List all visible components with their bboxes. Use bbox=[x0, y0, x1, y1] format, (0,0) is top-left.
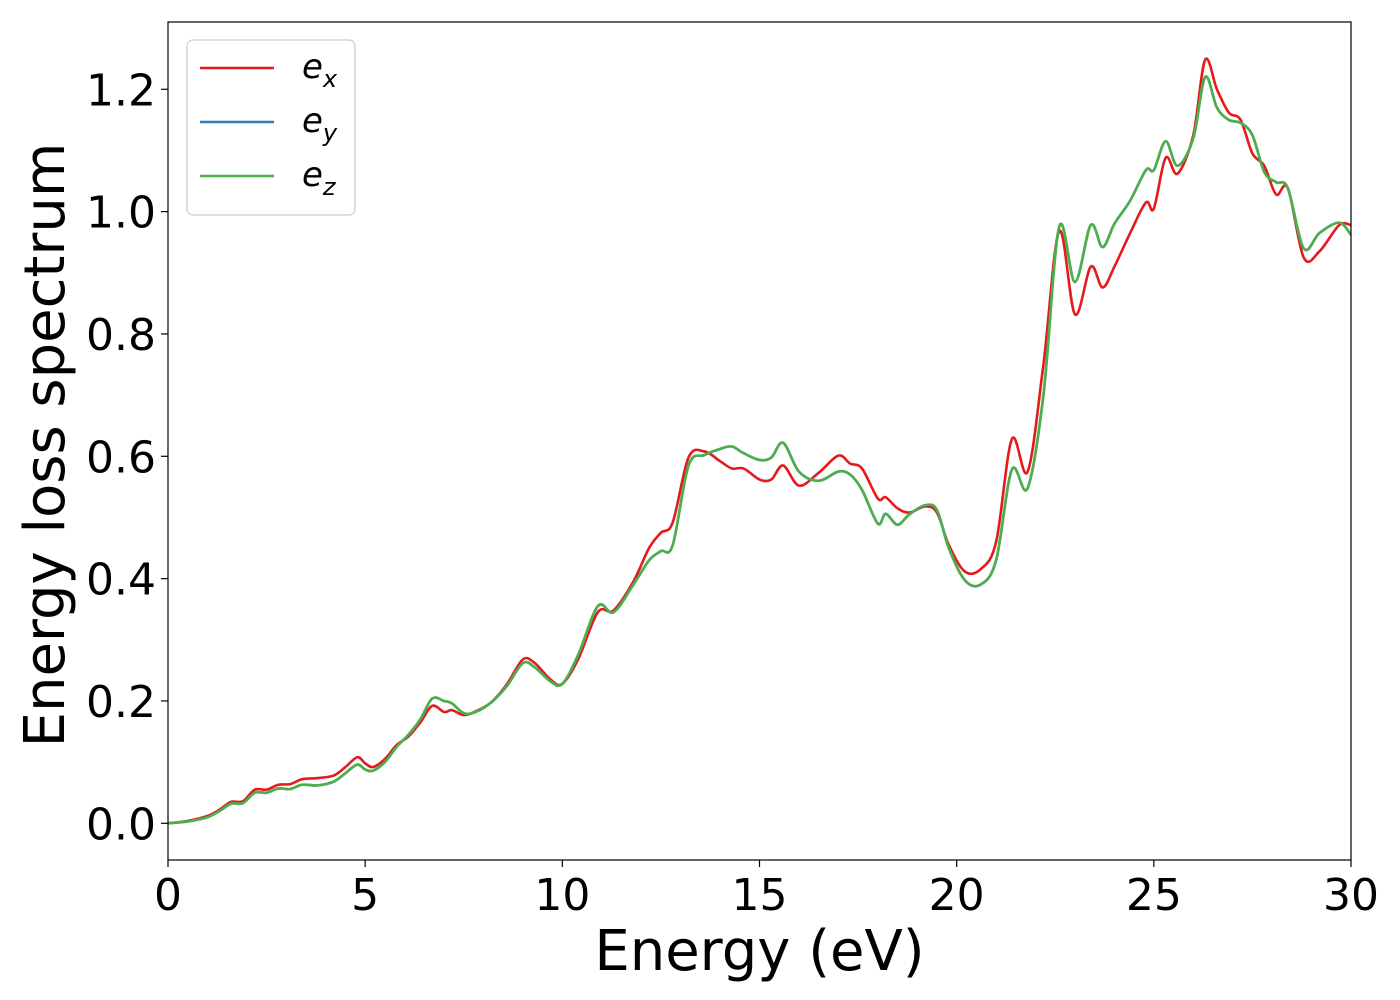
series-line-z bbox=[168, 75, 1351, 825]
series-layer bbox=[168, 57, 1351, 825]
legend-label-base: e bbox=[302, 101, 323, 141]
x-tick-label: 10 bbox=[534, 870, 590, 921]
legend-label-subscript: x bbox=[322, 65, 338, 93]
legend-label-subscript: z bbox=[322, 173, 337, 201]
y-axis-title: Energy loss spectrum bbox=[13, 143, 78, 748]
legend-label: ey bbox=[302, 101, 338, 147]
y-tick-label: 0.4 bbox=[86, 555, 156, 606]
legend-label-base: e bbox=[302, 47, 323, 87]
y-tick-label: 1.2 bbox=[86, 65, 156, 116]
legend-label: ez bbox=[302, 155, 337, 201]
legend-item-z: ez bbox=[200, 155, 337, 201]
x-tick-label: 0 bbox=[154, 870, 182, 921]
legend-box bbox=[186, 39, 356, 216]
legend-item-x: ex bbox=[200, 47, 338, 93]
legend-item-y: ey bbox=[200, 101, 338, 147]
legend-label-base: e bbox=[302, 155, 323, 195]
y-axis-ticks: 0.0 0.2 0.4 0.6 0.8 1.0 1.2 bbox=[86, 65, 168, 850]
y-tick-label: 0.2 bbox=[86, 677, 156, 728]
x-tick-label: 30 bbox=[1323, 870, 1379, 921]
x-axis-title: Energy (eV) bbox=[594, 919, 924, 984]
y-tick-label: 0.8 bbox=[86, 310, 156, 361]
x-axis-ticks: 0 5 10 15 20 25 30 bbox=[154, 860, 1379, 921]
legend-label-subscript: y bbox=[322, 119, 338, 147]
x-tick-label: 5 bbox=[351, 870, 379, 921]
y-tick-label: 1.0 bbox=[86, 188, 156, 239]
y-tick-label: 0.0 bbox=[86, 799, 156, 850]
y-tick-label: 0.6 bbox=[86, 432, 156, 483]
x-tick-label: 20 bbox=[929, 870, 985, 921]
x-tick-label: 15 bbox=[732, 870, 788, 921]
legend-label: ex bbox=[302, 47, 338, 93]
x-tick-label: 25 bbox=[1126, 870, 1182, 921]
series-line-x bbox=[168, 57, 1351, 825]
